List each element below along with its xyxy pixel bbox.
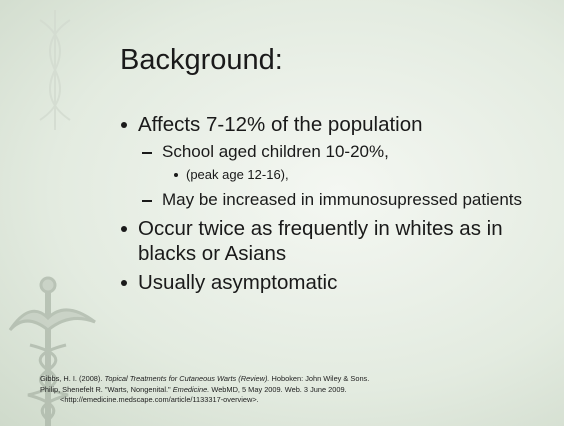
bullet-text: Affects 7-12% of the population [138,113,423,136]
bullet-text: May be increased in immunosupressed pati… [162,190,522,209]
reference-text: Topical Treatments for Cutaneous Warts (… [105,374,270,383]
bullet-text: Usually asymptomatic [138,271,337,294]
reference-text: Emedicine. [173,385,210,394]
reference-line: <http://emedicine.medscape.com/article/1… [40,395,540,406]
bullet-item: Usually asymptomatic [118,270,558,295]
bullet-item: May be increased in immunosupressed pati… [138,189,558,211]
references: Gibbs, H. I. (2008). Topical Treatments … [40,374,540,406]
reference-line: Gibbs, H. I. (2008). Topical Treatments … [40,374,540,385]
bullet-item: Affects 7-12% of the population School ag… [118,112,558,211]
bullet-text: School aged children 10-20%, [162,142,389,161]
reference-text: Philip, Shenefelt R. "Warts, Nongenital.… [40,385,173,394]
reference-line: Philip, Shenefelt R. "Warts, Nongenital.… [40,385,540,396]
bullet-item: School aged children 10-20%, (peak age 12… [138,141,558,184]
bullet-text: (peak age 12-16), [186,167,289,182]
bullet-list: (peak age 12-16), [162,166,558,184]
reference-text: WebMD, 5 May 2009. Web. 3 June 2009. [209,385,346,394]
bullet-item: (peak age 12-16), [162,166,558,184]
slide-title: Background: [120,44,283,77]
bullet-text: Occur twice as frequently in whites as i… [138,217,503,265]
slide-content: Affects 7-12% of the population School ag… [118,112,558,299]
bullet-item: Occur twice as frequently in whites as i… [118,216,558,266]
reference-text: Gibbs, H. I. (2008). [40,374,105,383]
bullet-list: School aged children 10-20%, (peak age 12… [138,141,558,211]
slide: Background: Affects 7-12% of the populat… [0,0,564,426]
reference-text: Hoboken: John Wiley & Sons. [269,374,369,383]
bullet-list: Affects 7-12% of the population School ag… [118,112,558,295]
reference-text: <http://emedicine.medscape.com/article/1… [60,395,259,404]
